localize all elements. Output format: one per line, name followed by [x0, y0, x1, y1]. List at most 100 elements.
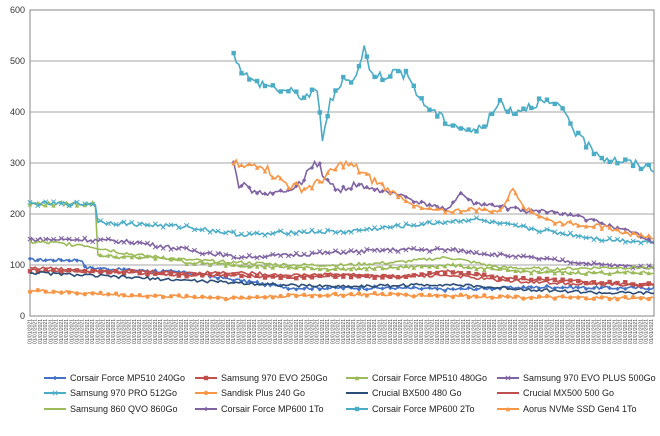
x-tick-label: 01/01/2021 — [320, 319, 326, 344]
data-point — [646, 263, 652, 269]
data-point — [646, 270, 651, 276]
data-point — [152, 221, 158, 227]
x-tick-label: 01/01/2021 — [346, 319, 352, 344]
data-point — [262, 191, 268, 196]
data-point — [466, 270, 471, 276]
legend-item: Crucial MX500 500 Go — [497, 388, 614, 398]
data-point — [90, 201, 96, 208]
data-point — [354, 375, 360, 381]
data-point — [325, 227, 331, 233]
data-point — [646, 232, 651, 238]
legend-label: Corsair Force MP600 2To — [372, 404, 475, 414]
data-point — [247, 273, 252, 279]
x-tick-label: 01/01/2021 — [461, 319, 467, 344]
data-point — [544, 276, 550, 282]
x-tick-label: 01/01/2021 — [571, 319, 577, 344]
data-point — [215, 295, 221, 300]
data-point — [458, 271, 463, 276]
data-point — [207, 262, 213, 267]
data-point — [74, 236, 80, 243]
data-point — [121, 239, 127, 245]
data-point — [262, 232, 268, 238]
legend-label: Corsair Force MP510 240Go — [70, 373, 185, 383]
data-point — [536, 286, 542, 291]
data-point — [544, 294, 550, 299]
data-point — [544, 210, 550, 216]
data-point — [427, 270, 432, 276]
data-point — [254, 264, 260, 269]
data-point — [466, 197, 471, 202]
data-point — [372, 266, 377, 271]
x-tick-label: 01/01/2021 — [101, 319, 107, 344]
x-tick-label: 01/01/2021 — [54, 319, 60, 344]
x-tick-label: 01/01/2021 — [242, 319, 248, 344]
data-point — [458, 247, 464, 254]
series-4 — [27, 235, 655, 271]
data-point — [129, 240, 135, 246]
x-tick-label: 01/01/2021 — [168, 319, 174, 344]
data-point — [591, 269, 597, 275]
data-point — [35, 269, 41, 274]
x-tick-label: 01/01/2021 — [424, 319, 430, 344]
data-point — [426, 248, 433, 254]
data-point — [27, 256, 33, 261]
data-point — [333, 88, 338, 93]
x-tick-label: 01/01/2021 — [294, 319, 300, 344]
legend-label: Crucial BX500 480 Go — [372, 388, 462, 398]
data-point — [191, 247, 198, 253]
data-point — [184, 261, 189, 267]
data-point — [254, 255, 260, 261]
data-point — [568, 270, 573, 276]
y-tick-label: 400 — [10, 107, 25, 117]
data-point — [184, 222, 190, 228]
data-point — [309, 165, 315, 171]
data-point — [317, 266, 323, 272]
data-point — [497, 276, 503, 282]
data-point — [505, 207, 510, 213]
data-point — [262, 275, 268, 280]
data-point — [74, 199, 80, 205]
data-point — [74, 203, 80, 208]
data-point — [607, 159, 612, 165]
data-point — [90, 239, 96, 245]
data-point — [630, 163, 636, 169]
data-point — [450, 261, 456, 267]
x-tick-label: 01/01/2021 — [215, 319, 221, 344]
data-point — [435, 270, 440, 276]
x-tick-label: 01/01/2021 — [560, 319, 566, 344]
data-point — [513, 111, 518, 116]
data-point — [528, 226, 534, 232]
data-point — [450, 270, 456, 275]
data-point — [294, 287, 299, 292]
data-point — [317, 287, 323, 292]
data-point — [419, 96, 424, 101]
legend-label: Samsung 970 PRO 512Go — [70, 388, 177, 398]
data-point — [513, 205, 518, 210]
data-point — [568, 211, 573, 217]
data-point — [388, 291, 393, 296]
x-tick-label: 01/01/2021 — [111, 319, 117, 344]
data-point — [200, 273, 205, 278]
data-point — [379, 247, 386, 253]
data-point — [380, 291, 385, 297]
data-point — [82, 291, 88, 297]
x-tick-label: 01/01/2021 — [591, 319, 597, 344]
x-tick-label: 01/01/2021 — [200, 319, 206, 344]
data-point — [380, 265, 385, 271]
data-point — [395, 194, 401, 200]
data-point — [223, 263, 229, 268]
data-point — [364, 171, 370, 176]
data-point — [309, 294, 315, 299]
data-point — [630, 284, 636, 289]
data-point — [294, 265, 299, 270]
data-point — [591, 224, 597, 229]
x-tick-label: 01/01/2021 — [492, 319, 498, 344]
series-line — [29, 240, 655, 272]
data-point — [435, 206, 440, 211]
data-point — [238, 231, 245, 237]
data-point — [356, 287, 362, 292]
data-point — [552, 221, 557, 226]
data-point — [137, 221, 143, 227]
data-point — [442, 220, 448, 226]
data-point — [536, 214, 542, 219]
